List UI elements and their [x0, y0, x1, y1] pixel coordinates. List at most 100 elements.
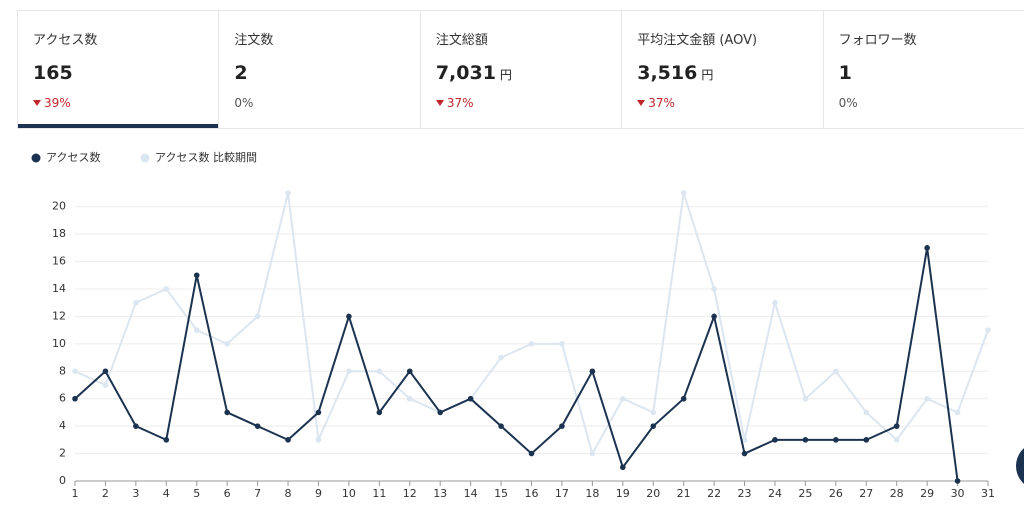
- x-tick-label: 16: [525, 487, 539, 500]
- data-point: [528, 341, 535, 347]
- x-tick-label: 5: [193, 487, 200, 500]
- x-tick-label: 27: [859, 487, 873, 500]
- x-tick-label: 24: [768, 487, 782, 500]
- data-point: [224, 341, 230, 347]
- data-point: [467, 395, 474, 402]
- metric-number: 165: [33, 62, 73, 84]
- metric-card[interactable]: 注文数 2 0%: [218, 11, 419, 128]
- y-tick-label: 12: [52, 309, 66, 322]
- x-tick-label: 17: [555, 487, 569, 500]
- data-point: [346, 313, 352, 320]
- data-point: [741, 450, 748, 457]
- data-point: [376, 368, 383, 375]
- data-point: [924, 395, 930, 402]
- data-point: [863, 437, 870, 443]
- y-tick-label: 14: [52, 282, 66, 295]
- x-tick-label: 22: [707, 487, 721, 500]
- x-tick-label: 20: [646, 487, 660, 500]
- data-point: [498, 354, 504, 361]
- down-arrow: [637, 100, 646, 106]
- metric-number: 2: [234, 62, 248, 84]
- data-point: [893, 437, 900, 443]
- data-point: [741, 437, 748, 443]
- x-tick-label: 4: [163, 487, 170, 500]
- x-tick-label: 31: [981, 487, 995, 500]
- legend-marker: [140, 153, 150, 163]
- metric-label: 注文総額: [435, 33, 488, 48]
- metric-card[interactable]: アクセス数 165 39%: [17, 11, 219, 128]
- x-tick-label: 21: [677, 487, 691, 500]
- metric-cards: アクセス数 165 39% 注文数 2 0% 注文総額 7,031 円 37% 平…: [17, 10, 1024, 129]
- unit: 円: [701, 68, 714, 82]
- data-point: [589, 368, 596, 375]
- x-tick-label: 23: [738, 487, 752, 500]
- data-point: [680, 190, 687, 196]
- data-point: [315, 409, 322, 416]
- data-point: [833, 368, 839, 375]
- metric-value: 165: [33, 62, 218, 84]
- change-text: 0%: [838, 96, 858, 110]
- x-tick-label: 14: [464, 487, 478, 500]
- data-point: [193, 272, 200, 279]
- metric-value: 1: [839, 62, 1024, 84]
- metric-change: 37%: [435, 96, 621, 110]
- change-text: 37%: [446, 96, 474, 110]
- data-point: [589, 450, 596, 457]
- x-tick-label: 30: [951, 487, 965, 500]
- metric-card[interactable]: 注文総額 7,031 円 37%: [419, 11, 621, 128]
- down-arrow: [33, 100, 41, 106]
- y-tick-label: 0: [59, 474, 66, 487]
- metric-value: 2: [234, 62, 419, 84]
- floating-button[interactable]: [1016, 442, 1024, 490]
- metric-card[interactable]: 平均注文金額 (AOV) 3,516 円 37%: [621, 11, 822, 128]
- x-tick-label: 26: [829, 487, 843, 500]
- unit: 円: [499, 68, 512, 82]
- data-point: [711, 313, 717, 320]
- metric-label: フォロワー数: [838, 33, 917, 48]
- data-point: [133, 299, 139, 306]
- data-point: [711, 286, 717, 292]
- x-tick-label: 9: [315, 487, 322, 500]
- data-point: [954, 409, 961, 416]
- metric-number: 3,516: [637, 62, 698, 84]
- x-tick-label: 13: [433, 487, 447, 500]
- metric-number: 7,031: [435, 62, 496, 84]
- x-tick-label: 19: [616, 487, 630, 500]
- x-tick-label: 29: [920, 487, 934, 500]
- metric-card[interactable]: フォロワー数 1 0%: [822, 11, 1024, 128]
- data-point: [406, 368, 413, 375]
- x-tick-label: 3: [132, 487, 139, 500]
- metric-label: 平均注文金額 (AOV): [637, 33, 758, 48]
- data-point: [528, 450, 535, 457]
- x-tick-label: 12: [403, 487, 417, 500]
- data-point: [620, 395, 626, 402]
- data-point: [620, 464, 626, 471]
- metric-change: 37%: [637, 96, 822, 110]
- y-tick-label: 2: [59, 447, 66, 460]
- metric-change: 0%: [839, 96, 1024, 110]
- data-point: [285, 437, 291, 443]
- data-point: [802, 437, 809, 443]
- legend-label: アクセス数: [46, 151, 100, 164]
- data-point: [863, 409, 870, 416]
- x-tick-label: 7: [254, 487, 261, 500]
- data-point: [163, 286, 170, 292]
- y-tick-label: 16: [52, 255, 66, 268]
- data-point: [346, 368, 352, 375]
- y-tick-label: 18: [52, 227, 66, 240]
- data-point: [285, 190, 291, 196]
- change-text: 39%: [44, 96, 71, 110]
- data-point: [376, 409, 383, 416]
- data-point: [650, 423, 657, 429]
- y-tick-label: 20: [52, 200, 66, 213]
- data-point: [985, 327, 991, 333]
- metric-value: 3,516 円: [637, 62, 822, 84]
- data-point: [437, 409, 444, 416]
- series-line: [74, 247, 959, 482]
- data-point: [315, 437, 322, 443]
- metric-label: 注文数: [234, 33, 274, 48]
- data-point: [680, 395, 687, 402]
- data-point: [954, 478, 961, 484]
- data-point: [72, 395, 78, 402]
